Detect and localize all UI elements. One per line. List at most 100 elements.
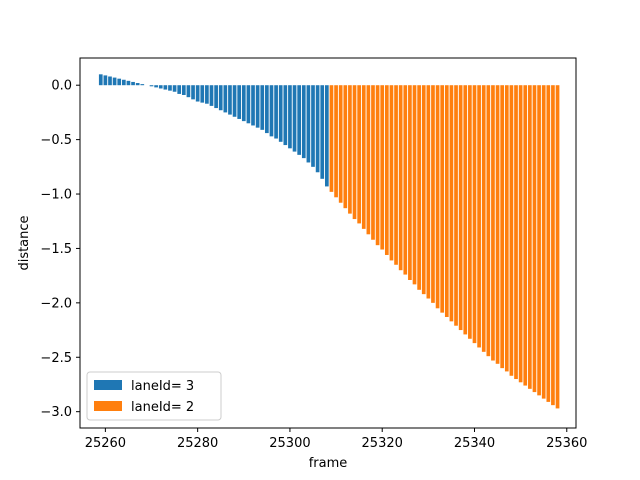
bar-series-0-frame-25296 xyxy=(269,85,274,137)
x-tick-label: 25280 xyxy=(177,436,218,451)
bar-series-1-frame-25323 xyxy=(394,85,398,265)
x-axis-ticks: 25260 25280 25300 25320 25340 25360 xyxy=(85,428,587,451)
y-axis-label: distance xyxy=(17,215,32,270)
bar-series-1-frame-25334 xyxy=(444,85,449,318)
bar-series-1-frame-25331 xyxy=(431,85,435,303)
bar-series-1-frame-25345 xyxy=(495,85,500,364)
bar-series-1-frame-25354 xyxy=(537,85,541,396)
bar-series-1-frame-25350 xyxy=(518,85,523,383)
bar-series-1-frame-25325 xyxy=(403,85,408,275)
bar-series-1-frame-25335 xyxy=(449,85,454,322)
bar-series-0-frame-25286 xyxy=(223,85,228,113)
bar-series-1-frame-25311 xyxy=(338,85,343,203)
y-tick-label: −1.5 xyxy=(40,242,72,257)
bar-series-1-frame-25315 xyxy=(357,85,361,224)
y-tick-label: −2.5 xyxy=(40,351,72,366)
bar-series-0-frame-25292 xyxy=(251,85,255,126)
bar-series-0-frame-25291 xyxy=(246,85,251,124)
x-tick-label: 25320 xyxy=(362,436,403,451)
bar-series-1-frame-25342 xyxy=(481,85,486,352)
legend-label-lane-3: laneId= 3 xyxy=(131,379,194,394)
bar-series-0-frame-25276 xyxy=(177,85,182,94)
bar-series-0-frame-25273 xyxy=(163,85,168,90)
plot-frame xyxy=(79,57,577,429)
bar-series-1-frame-25357 xyxy=(551,85,555,406)
bar-series-1-frame-25337 xyxy=(458,85,463,331)
bar-series-0-frame-25272 xyxy=(158,85,163,89)
x-axis-label: frame xyxy=(309,456,348,471)
bar-series-0-frame-25305 xyxy=(311,85,315,167)
bar-series-0-frame-25279 xyxy=(191,85,195,100)
bar-series-1-frame-25351 xyxy=(523,85,528,386)
bar-series-0-frame-25290 xyxy=(241,85,246,122)
bar-series-1-frame-25329 xyxy=(421,85,426,295)
bar-series-0-frame-25285 xyxy=(218,85,223,111)
bar-series-0-frame-25263 xyxy=(117,78,122,86)
y-tick-label: −3.0 xyxy=(40,405,72,420)
bar-series-0-frame-25277 xyxy=(181,85,186,95)
bar-series-0-frame-25270 xyxy=(149,85,154,87)
bar-series-0-frame-25259 xyxy=(98,74,103,86)
y-tick-label: −2.0 xyxy=(40,296,72,311)
bar-series-1-frame-25319 xyxy=(375,85,380,246)
bar-series-1-frame-25355 xyxy=(541,85,546,399)
bar-series-0-frame-25281 xyxy=(200,85,205,103)
bar-series-0-frame-25289 xyxy=(237,85,242,119)
bar-series-1-frame-25340 xyxy=(472,85,477,344)
bar-series-0-frame-25283 xyxy=(209,85,214,106)
bar-series-0-frame-25284 xyxy=(214,85,218,109)
bar-series-1-frame-25348 xyxy=(509,85,514,376)
bar-series-1-frame-25326 xyxy=(408,85,412,281)
bar-series-0-frame-25300 xyxy=(288,85,292,149)
bar-series-0-frame-25275 xyxy=(172,85,177,92)
bar-series-0-frame-25304 xyxy=(306,85,311,163)
bar-series-1-frame-25324 xyxy=(398,85,403,271)
bar-series-1-frame-25320 xyxy=(380,85,385,250)
bar-series-0-frame-25301 xyxy=(292,85,297,152)
bar-series-1-frame-25312 xyxy=(343,85,348,209)
bar-series-1-frame-25318 xyxy=(371,85,375,240)
bar-series-1-frame-25313 xyxy=(348,85,352,214)
legend-swatch-lane-2 xyxy=(94,401,122,411)
bar-series-0-frame-25288 xyxy=(232,85,237,117)
bar-series-1-frame-25322 xyxy=(389,85,394,261)
bar-series-1-frame-25343 xyxy=(486,85,491,357)
bar-series-1-frame-25358 xyxy=(555,85,560,409)
bar-series-0-frame-25293 xyxy=(255,85,260,128)
bar-series-0-frame-25299 xyxy=(283,85,288,146)
x-tick-label: 25360 xyxy=(546,436,587,451)
bar-series-0-frame-25280 xyxy=(195,85,200,102)
bar-series-1-frame-25310 xyxy=(334,85,338,198)
bar-series-1-frame-25330 xyxy=(426,85,431,299)
bar-series-0-frame-25308 xyxy=(325,85,329,187)
bar-series-0-frame-25298 xyxy=(278,85,283,142)
x-tick-label: 25340 xyxy=(454,436,495,451)
y-tick-label: 0.0 xyxy=(51,79,72,94)
bar-series-0-frame-25260 xyxy=(103,75,108,86)
bar-series-1-frame-25321 xyxy=(384,85,389,255)
bar-series-1-frame-25356 xyxy=(546,85,551,402)
bar-series-1-frame-25352 xyxy=(528,85,532,389)
bar-series-0-frame-25302 xyxy=(297,85,302,155)
x-tick-label: 25300 xyxy=(269,436,310,451)
bar-series-0-frame-25287 xyxy=(228,85,232,115)
bar-series-0-frame-25262 xyxy=(112,77,117,86)
bar-series-0-frame-25264 xyxy=(121,79,126,86)
bar-series-1-frame-25339 xyxy=(468,85,472,339)
bar-series-0-frame-25297 xyxy=(274,85,278,139)
bars-layer xyxy=(98,74,560,409)
bar-series-0-frame-25271 xyxy=(154,85,158,88)
bar-series-0-frame-25307 xyxy=(320,85,325,179)
bar-series-0-frame-25303 xyxy=(301,85,306,159)
bar-series-0-frame-25266 xyxy=(131,81,135,86)
bar-series-1-frame-25338 xyxy=(463,85,468,335)
bar-series-0-frame-25282 xyxy=(205,85,209,104)
bar-series-1-frame-25309 xyxy=(329,85,334,192)
bar-series-1-frame-25344 xyxy=(491,85,495,361)
bar-series-0-frame-25294 xyxy=(260,85,265,130)
bar-series-1-frame-25316 xyxy=(361,85,366,229)
bar-series-1-frame-25346 xyxy=(500,85,505,369)
bar-series-1-frame-25347 xyxy=(504,85,509,372)
bar-series-1-frame-25333 xyxy=(440,85,445,313)
